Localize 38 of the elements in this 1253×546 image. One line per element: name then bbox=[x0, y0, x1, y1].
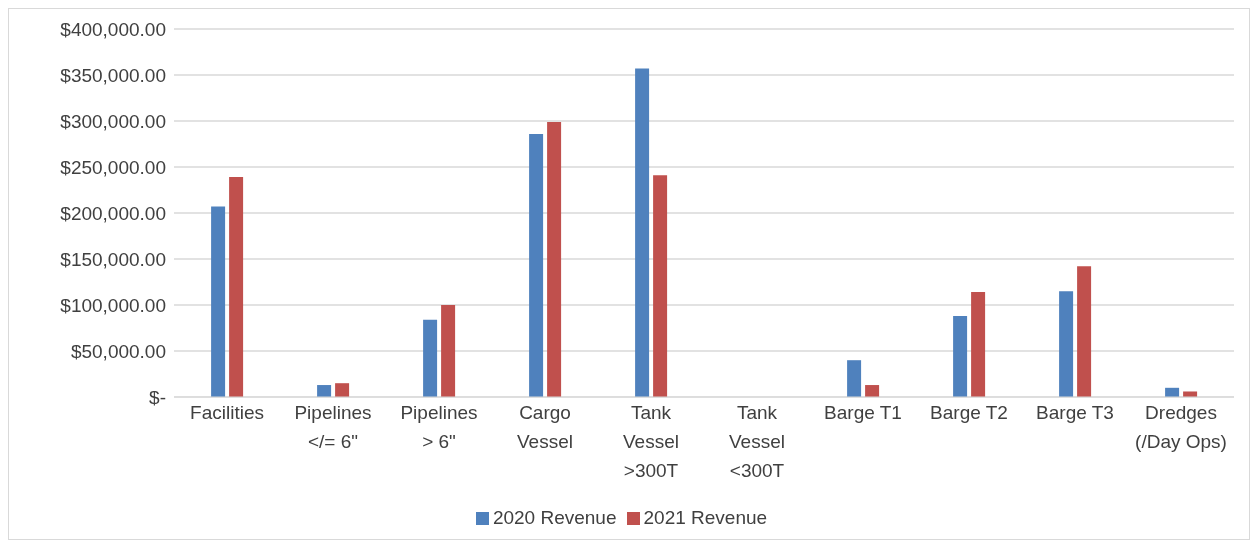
y-tick-label: $300,000.00 bbox=[60, 110, 166, 132]
bar bbox=[1183, 391, 1198, 397]
bar bbox=[441, 305, 456, 397]
bar bbox=[317, 385, 332, 397]
bar bbox=[229, 177, 244, 397]
y-tick-label: $100,000.00 bbox=[60, 294, 166, 316]
bar bbox=[953, 316, 968, 397]
y-tick-label: $200,000.00 bbox=[60, 202, 166, 224]
bar bbox=[653, 175, 668, 397]
x-tick-label: Pipelines > 6" bbox=[400, 402, 478, 452]
y-tick-label: $- bbox=[149, 386, 166, 408]
bar bbox=[1059, 291, 1074, 397]
bar bbox=[335, 383, 350, 397]
x-tick-label: Facilities bbox=[190, 402, 264, 423]
x-tick-label: Dredges (/Day Ops) bbox=[1135, 402, 1227, 452]
x-tick-label: Cargo Vessel bbox=[517, 402, 573, 452]
bar bbox=[635, 68, 650, 397]
bar bbox=[847, 360, 862, 397]
legend-label: 2021 Revenue bbox=[643, 507, 768, 528]
x-tick-label: Barge T1 bbox=[824, 402, 902, 423]
bar bbox=[1077, 266, 1092, 397]
y-tick-label: $350,000.00 bbox=[60, 64, 166, 86]
x-tick-label: Pipelines </= 6" bbox=[294, 402, 372, 452]
bar bbox=[423, 319, 438, 397]
x-tick-label: Barge T2 bbox=[930, 402, 1008, 423]
y-tick-label: $50,000.00 bbox=[70, 340, 166, 362]
x-tick-label: Tank Vessel <300T bbox=[729, 402, 785, 481]
x-tick-label: Tank Vessel >300T bbox=[623, 402, 679, 481]
bar bbox=[971, 292, 986, 397]
bar bbox=[211, 206, 226, 397]
y-tick-label: $400,000.00 bbox=[60, 18, 166, 40]
legend-label: 2020 Revenue bbox=[492, 507, 617, 528]
y-tick-label: $150,000.00 bbox=[60, 248, 166, 270]
bar bbox=[529, 133, 544, 397]
x-tick-label: Barge T3 bbox=[1036, 402, 1114, 423]
bar bbox=[865, 385, 880, 397]
y-tick-label: $250,000.00 bbox=[60, 156, 166, 178]
bar bbox=[547, 121, 562, 397]
